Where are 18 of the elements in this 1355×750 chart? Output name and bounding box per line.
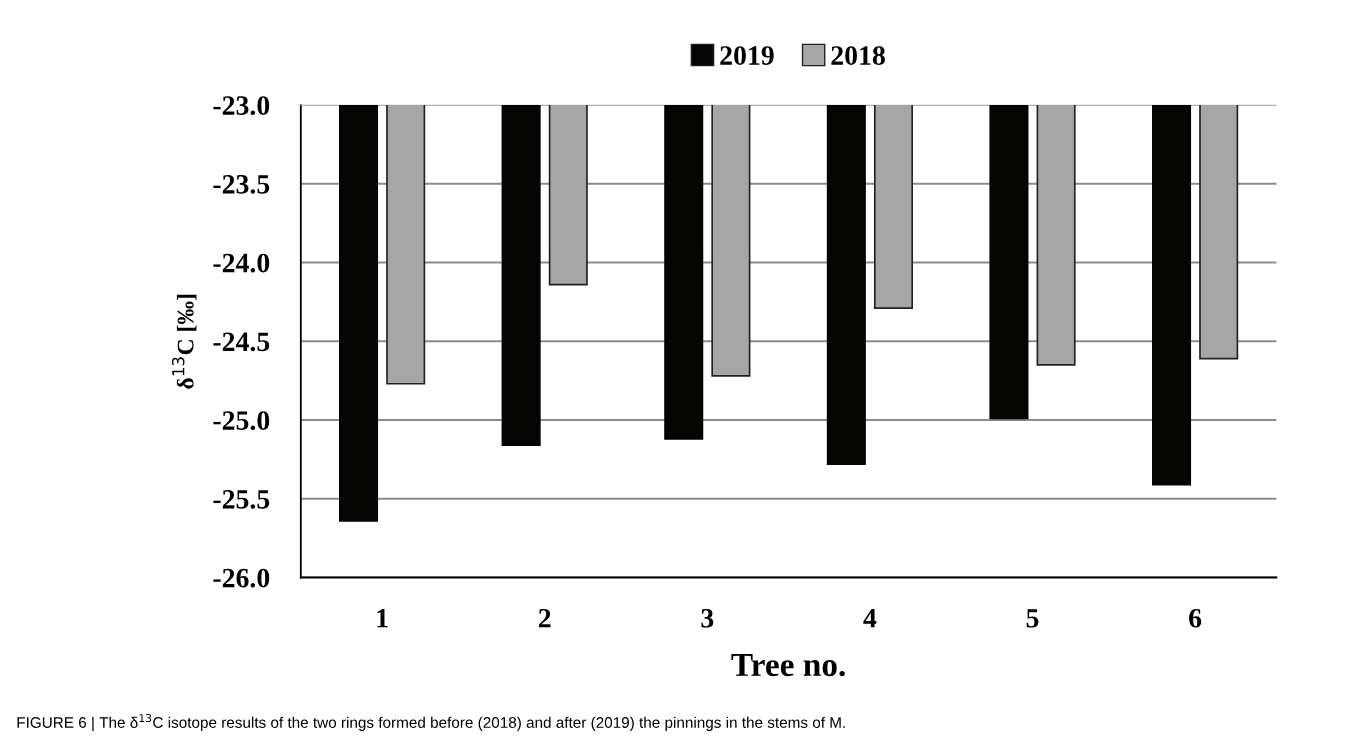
x-axis-title: Tree no. [731,653,845,677]
x-tick-label: 2 [538,608,551,628]
x-tick-label: 5 [1026,609,1039,628]
y-tick-label: -25.5 [213,489,270,509]
x-tick-label: 1 [377,608,388,628]
x-tick-label: 3 [701,608,714,628]
x-tick-label: 6 [1189,608,1202,628]
y-tick-label: -23.5 [213,174,270,194]
y-axis-title: δ$^{13}$C [‰] [171,294,197,389]
x-tick-label: 4 [863,609,877,628]
legend-label: 2018 [831,46,885,65]
y-tick-label: -25.0 [213,411,270,431]
caption: FIGURE 6 | The δ$^{13}$C isotope results of the two rings formed before (2018) and after (2019) the pinnings in the stems of M. [17,713,845,732]
y-tick-label: -26.0 [213,568,270,588]
y-tick-label: -23.0 [213,96,270,116]
legend-label: 2019 [720,46,774,65]
y-tick-label: -24.5 [213,332,270,352]
y-tick-label: -24.0 [213,253,270,273]
